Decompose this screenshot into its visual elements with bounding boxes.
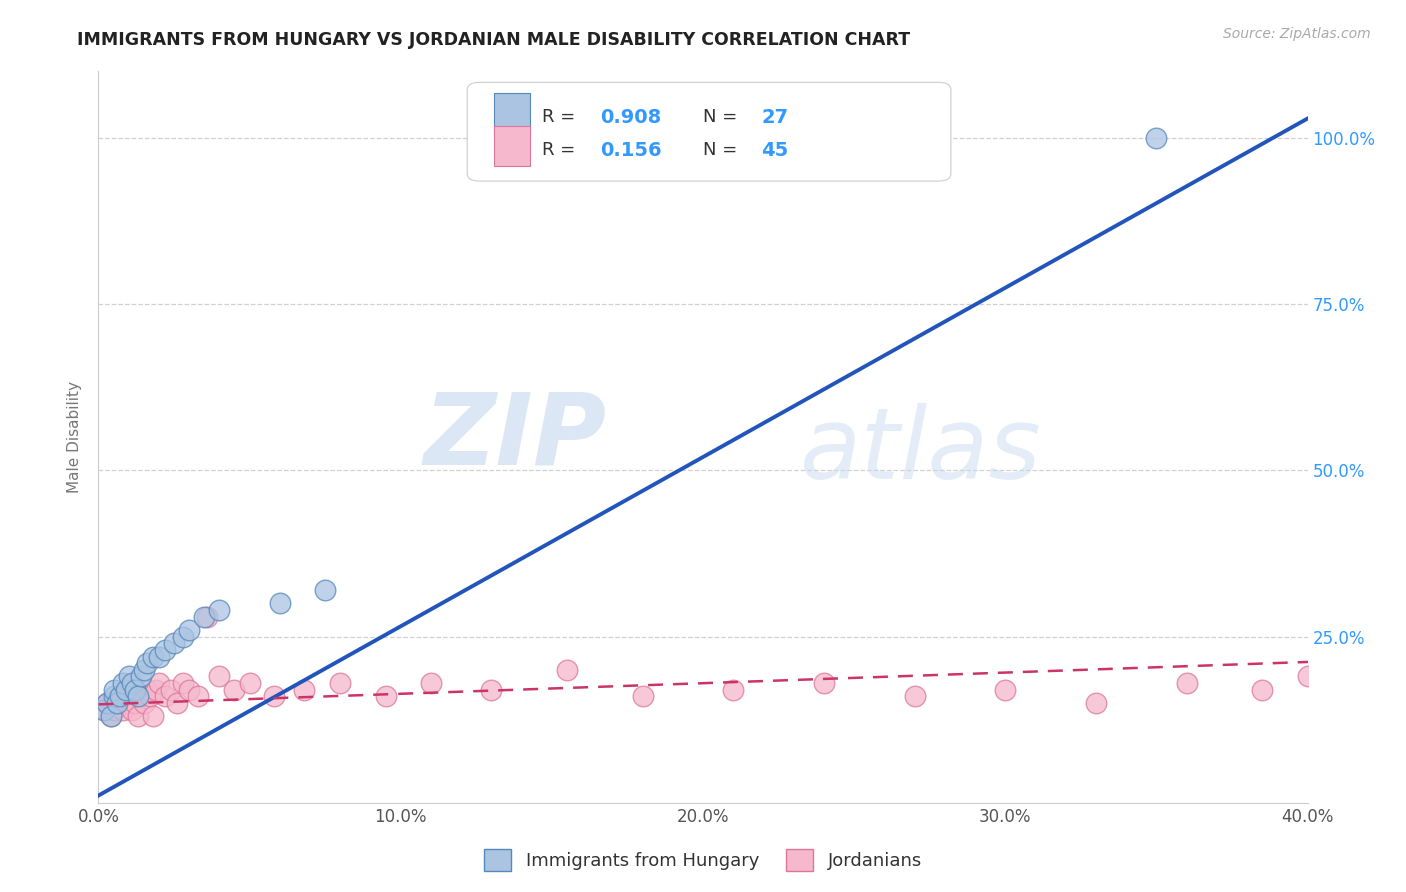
Point: [813, 676, 835, 690]
Text: N =: N =: [703, 141, 742, 159]
Point: [103, 682, 125, 697]
Point: [93, 703, 115, 717]
Point: [179, 623, 201, 637]
Text: ZIP: ZIP: [423, 389, 606, 485]
Text: 45: 45: [761, 141, 789, 160]
Point: [148, 676, 170, 690]
Point: [118, 669, 141, 683]
Point: [127, 690, 149, 704]
Point: [111, 703, 134, 717]
Point: [108, 690, 131, 704]
Point: [129, 690, 152, 704]
Text: 0.156: 0.156: [600, 141, 662, 160]
Point: [994, 682, 1017, 697]
Y-axis label: Male Disability: Male Disability: [67, 381, 83, 493]
Point: [145, 682, 167, 697]
Point: [103, 690, 125, 704]
Point: [555, 663, 578, 677]
Point: [100, 709, 122, 723]
Point: [224, 682, 246, 697]
Point: [1175, 676, 1198, 690]
Text: Source: ZipAtlas.com: Source: ZipAtlas.com: [1223, 27, 1371, 41]
Point: [263, 690, 285, 704]
Text: R =: R =: [543, 141, 581, 159]
FancyBboxPatch shape: [467, 82, 950, 181]
Point: [374, 690, 396, 704]
Point: [631, 690, 654, 704]
Text: atlas: atlas: [800, 403, 1042, 500]
Point: [111, 676, 134, 690]
Point: [100, 709, 122, 723]
Point: [723, 682, 745, 697]
Point: [121, 703, 143, 717]
Point: [132, 696, 155, 710]
Point: [153, 690, 176, 704]
Point: [904, 690, 927, 704]
Point: [114, 682, 136, 697]
Point: [208, 669, 231, 683]
Point: [292, 682, 315, 697]
Point: [179, 682, 201, 697]
Point: [142, 709, 165, 723]
Point: [139, 690, 162, 704]
Point: [329, 676, 352, 690]
Text: IMMIGRANTS FROM HUNGARY VS JORDANIAN MALE DISABILITY CORRELATION CHART: IMMIGRANTS FROM HUNGARY VS JORDANIAN MAL…: [77, 31, 911, 49]
Point: [96, 696, 118, 710]
Legend: Immigrants from Hungary, Jordanians: Immigrants from Hungary, Jordanians: [477, 841, 929, 878]
Point: [208, 603, 231, 617]
Point: [153, 643, 176, 657]
Point: [1144, 131, 1167, 145]
Point: [193, 609, 215, 624]
Point: [132, 663, 155, 677]
Point: [481, 682, 503, 697]
Point: [1251, 682, 1274, 697]
Point: [420, 676, 443, 690]
Point: [124, 682, 146, 697]
Text: R =: R =: [543, 108, 581, 126]
Point: [129, 669, 152, 683]
FancyBboxPatch shape: [494, 94, 530, 134]
Point: [172, 630, 194, 644]
Point: [314, 582, 336, 597]
Point: [103, 703, 125, 717]
Point: [124, 696, 146, 710]
Point: [269, 596, 291, 610]
Point: [105, 696, 128, 710]
Point: [108, 690, 131, 704]
Point: [172, 676, 194, 690]
Point: [105, 696, 128, 710]
Point: [135, 656, 157, 670]
Point: [135, 682, 157, 697]
Point: [118, 690, 141, 704]
Text: N =: N =: [703, 108, 742, 126]
Point: [163, 636, 186, 650]
Point: [195, 609, 218, 624]
Text: 27: 27: [761, 108, 789, 127]
Point: [114, 696, 136, 710]
FancyBboxPatch shape: [494, 126, 530, 167]
Point: [239, 676, 262, 690]
Point: [127, 709, 149, 723]
Point: [1085, 696, 1108, 710]
Point: [148, 649, 170, 664]
Point: [93, 703, 115, 717]
Point: [1296, 669, 1319, 683]
Point: [160, 682, 183, 697]
Point: [96, 696, 118, 710]
Point: [142, 649, 165, 664]
Point: [187, 690, 209, 704]
Point: [166, 696, 188, 710]
Point: [121, 676, 143, 690]
Text: 0.908: 0.908: [600, 108, 661, 127]
